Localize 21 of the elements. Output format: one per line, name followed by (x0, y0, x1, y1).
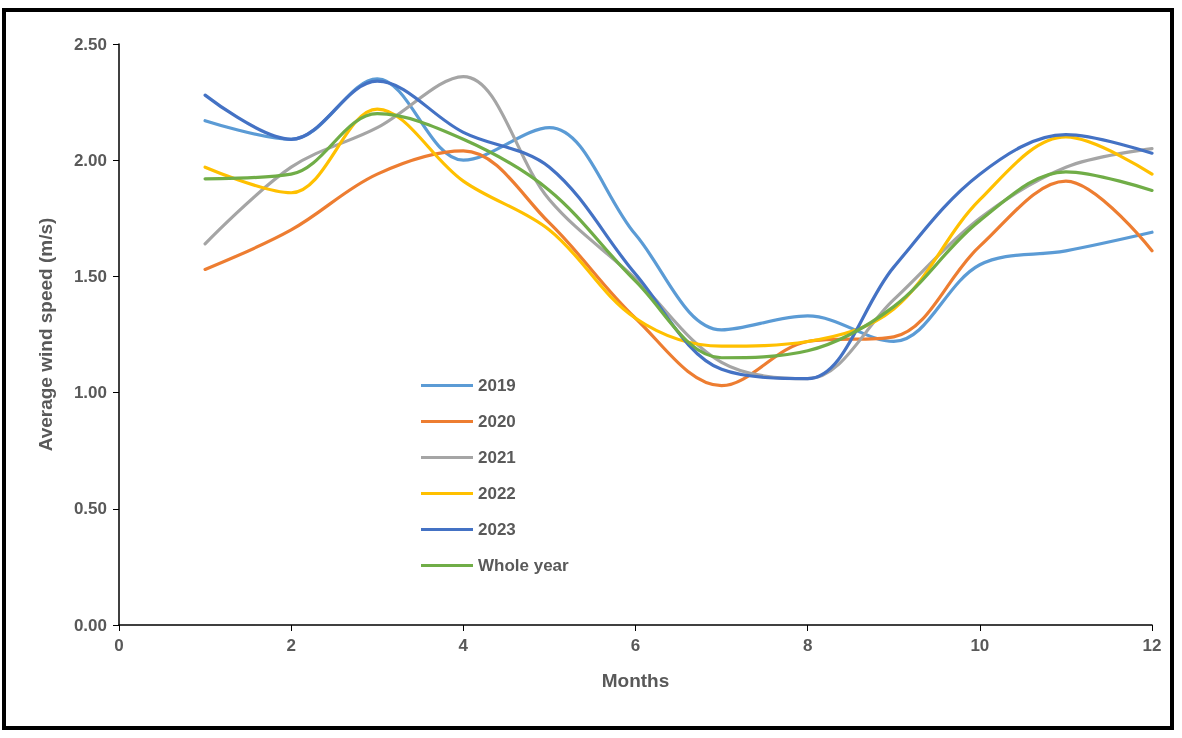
y-tick-label: 0.50 (73, 499, 107, 519)
x-tick-label: 12 (1142, 636, 1162, 655)
x-tick-label: 2 (286, 636, 296, 655)
legend-label: 2021 (478, 448, 516, 467)
x-axis-title: Months (601, 670, 670, 691)
x-tick-label: 6 (630, 636, 641, 655)
x-tick-label: 10 (970, 636, 990, 655)
y-tick-label: 2.00 (73, 150, 107, 170)
y-tick-label: 2.50 (73, 34, 107, 54)
x-tick-label: 0 (114, 636, 124, 655)
x-tick-label: 4 (458, 636, 469, 655)
y-tick-label: 1.00 (73, 383, 107, 403)
y-tick-label: 0.00 (73, 615, 107, 635)
legend-label: 2020 (478, 412, 516, 431)
y-tick-label: 1.50 (73, 266, 107, 286)
x-tick-label: 8 (802, 636, 813, 655)
legend-label: 2023 (478, 520, 516, 539)
legend-label: 2019 (478, 376, 516, 395)
legend-label: Whole year (478, 556, 570, 575)
legend-label: 2022 (478, 484, 516, 503)
y-axis-title: Average wind speed (m/s) (35, 217, 56, 452)
